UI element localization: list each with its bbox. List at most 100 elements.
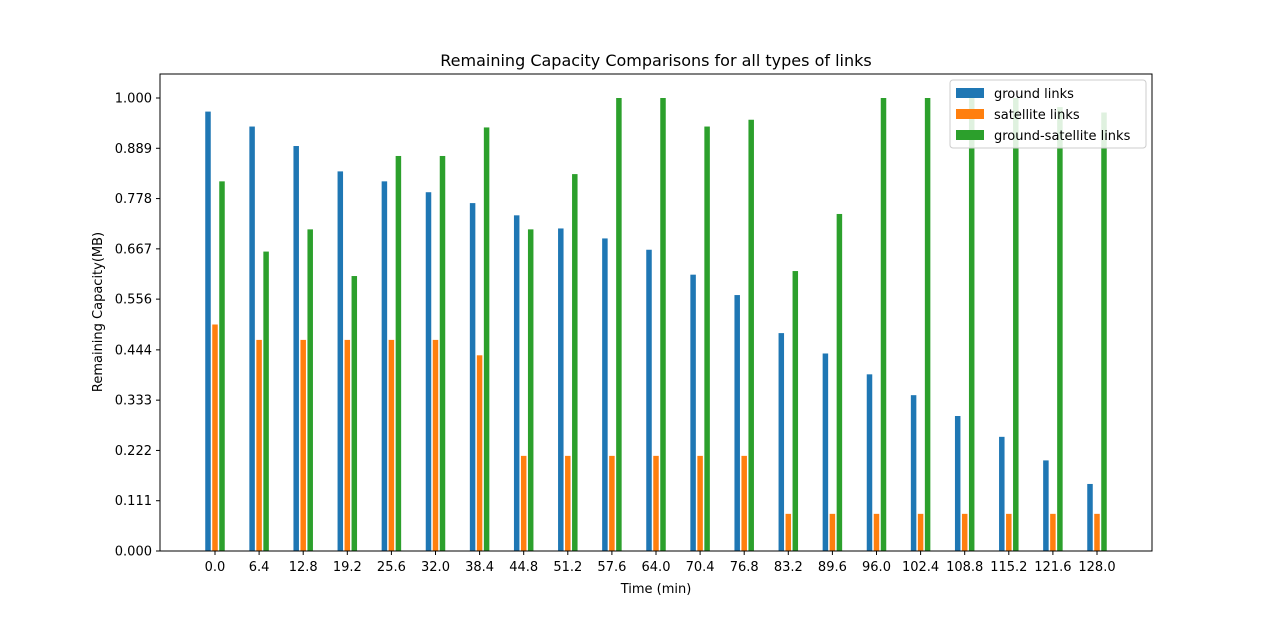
bar-ground-links-6 — [470, 203, 476, 551]
bar-ground-satellite-links-14 — [837, 214, 843, 551]
bar-ground-satellite-links-0 — [219, 181, 225, 551]
bar-satellite-links-4 — [389, 340, 395, 551]
x-tick-label-8: 51.2 — [553, 560, 582, 575]
x-tick-label-4: 25.6 — [377, 560, 406, 575]
bar-satellite-links-19 — [1050, 514, 1056, 551]
x-tick-label-11: 70.4 — [686, 560, 715, 575]
bar-ground-links-1 — [249, 127, 255, 551]
bar-ground-links-12 — [734, 295, 740, 551]
y-tick-label-8: 0.889 — [115, 142, 152, 157]
bar-ground-satellite-links-6 — [484, 127, 490, 551]
bar-satellite-links-8 — [565, 456, 571, 551]
bar-ground-links-16 — [911, 395, 917, 551]
legend-swatch-2 — [956, 130, 984, 140]
bar-satellite-links-15 — [874, 514, 880, 551]
legend-label-1: satellite links — [994, 108, 1080, 123]
y-axis-label: Remaining Capacity(MB) — [91, 232, 106, 392]
y-tick-label-9: 1.000 — [115, 92, 152, 107]
bar-satellite-links-9 — [609, 456, 615, 551]
bar-ground-links-20 — [1087, 484, 1093, 551]
bar-ground-links-13 — [779, 333, 785, 551]
x-tick-label-19: 121.6 — [1034, 560, 1071, 575]
bar-ground-satellite-links-20 — [1101, 113, 1107, 552]
bar-ground-satellite-links-17 — [969, 98, 975, 551]
y-tick-label-2: 0.222 — [115, 444, 152, 459]
x-tick-label-10: 64.0 — [642, 560, 671, 575]
bar-ground-satellite-links-8 — [572, 174, 578, 551]
bar-ground-links-17 — [955, 416, 961, 551]
bar-ground-satellite-links-11 — [704, 127, 710, 551]
bar-ground-links-7 — [514, 215, 520, 551]
bar-ground-satellite-links-13 — [793, 271, 799, 551]
legend-swatch-0 — [956, 88, 984, 98]
x-tick-label-7: 44.8 — [509, 560, 538, 575]
y-axis-ticks: 0.000 0.111 0.222 0.333 0.444 0.556 0.667 0.778… — [115, 92, 160, 560]
bar-ground-links-3 — [338, 171, 344, 551]
y-tick-label-4: 0.444 — [115, 343, 152, 358]
bar-satellite-links-10 — [653, 456, 659, 551]
x-tick-label-12: 76.8 — [730, 560, 759, 575]
x-tick-label-14: 89.6 — [818, 560, 847, 575]
x-tick-label-9: 57.6 — [597, 560, 626, 575]
bar-ground-satellite-links-10 — [660, 98, 666, 551]
bar-satellite-links-11 — [697, 456, 703, 551]
legend-label-0: ground links — [994, 87, 1074, 102]
y-tick-label-3: 0.333 — [115, 394, 152, 409]
bar-satellite-links-5 — [433, 340, 439, 551]
bar-satellite-links-12 — [741, 456, 747, 551]
bar-satellite-links-6 — [477, 355, 483, 551]
bar-ground-links-18 — [999, 437, 1005, 551]
bar-ground-links-11 — [690, 275, 696, 551]
x-tick-label-18: 115.2 — [990, 560, 1027, 575]
bar-satellite-links-7 — [521, 456, 527, 551]
y-tick-label-6: 0.667 — [115, 242, 152, 257]
bar-ground-satellite-links-3 — [352, 276, 358, 551]
bar-ground-satellite-links-2 — [307, 229, 313, 551]
bar-satellite-links-17 — [962, 514, 968, 551]
y-tick-label-0: 0.000 — [115, 545, 152, 560]
bar-ground-links-15 — [867, 374, 873, 551]
bar-satellite-links-20 — [1094, 514, 1100, 551]
bar-satellite-links-14 — [830, 514, 836, 551]
bar-ground-satellite-links-15 — [881, 98, 887, 551]
bar-satellite-links-1 — [256, 340, 262, 551]
x-axis-label: Time (min) — [620, 582, 692, 597]
y-tick-label-7: 0.778 — [115, 192, 152, 207]
x-tick-label-20: 128.0 — [1078, 560, 1115, 575]
bar-satellite-links-18 — [1006, 514, 1012, 551]
x-tick-label-16: 102.4 — [902, 560, 939, 575]
x-tick-label-0: 0.0 — [205, 560, 226, 575]
bar-ground-links-0 — [205, 112, 211, 551]
x-tick-label-13: 83.2 — [774, 560, 803, 575]
x-tick-label-2: 12.8 — [289, 560, 318, 575]
bar-ground-satellite-links-4 — [396, 156, 402, 551]
y-tick-label-1: 0.111 — [115, 494, 152, 509]
bars-group — [205, 98, 1107, 551]
bar-ground-links-5 — [426, 192, 432, 551]
bar-ground-links-2 — [293, 146, 299, 551]
bar-ground-links-10 — [646, 250, 652, 551]
x-tick-label-15: 96.0 — [862, 560, 891, 575]
x-tick-label-1: 6.4 — [249, 560, 270, 575]
bar-satellite-links-2 — [300, 340, 306, 551]
bar-ground-satellite-links-19 — [1057, 107, 1063, 551]
bar-ground-satellite-links-18 — [1013, 98, 1019, 551]
x-tick-label-3: 19.2 — [333, 560, 362, 575]
x-tick-label-6: 38.4 — [465, 560, 494, 575]
legend: ground linkssatellite linksground-satell… — [950, 80, 1146, 148]
bar-ground-satellite-links-5 — [440, 156, 446, 551]
bar-ground-satellite-links-1 — [263, 252, 269, 551]
bar-ground-satellite-links-7 — [528, 229, 534, 551]
bar-ground-links-4 — [382, 181, 388, 551]
x-tick-label-17: 108.8 — [946, 560, 983, 575]
chart-title: Remaining Capacity Comparisons for all t… — [440, 51, 871, 70]
bar-ground-satellite-links-12 — [748, 120, 754, 551]
y-tick-label-5: 0.556 — [115, 293, 152, 308]
bar-ground-links-19 — [1043, 460, 1049, 551]
x-tick-label-5: 32.0 — [421, 560, 450, 575]
bar-ground-links-8 — [558, 228, 564, 551]
x-axis-ticks: 0.0 6.4 12.8 19.2 25.6 32.0 38.4 44.8 51.2 57.6 64… — [205, 551, 1116, 575]
bar-ground-links-9 — [602, 238, 608, 551]
bar-satellite-links-13 — [786, 514, 792, 551]
